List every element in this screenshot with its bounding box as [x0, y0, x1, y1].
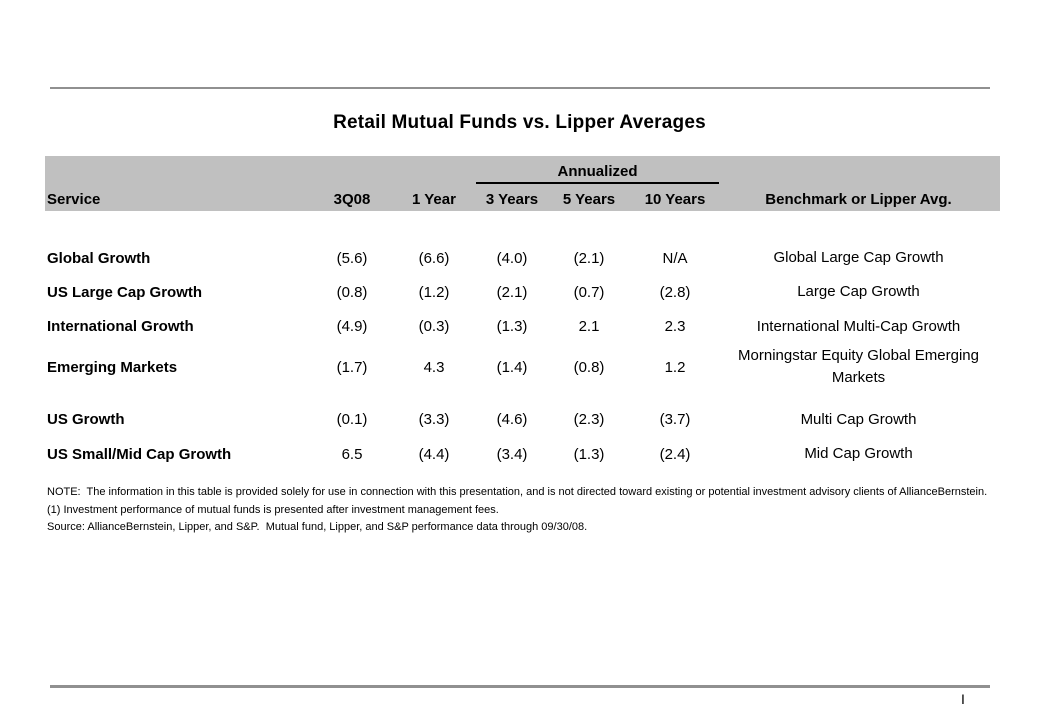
- value-5-years: (0.8): [573, 358, 605, 376]
- service-label: US Large Cap Growth: [47, 283, 203, 301]
- footnote-source: Source: AllianceBernstein, Lipper, and S…: [47, 521, 588, 533]
- table-row-us-growth: US Growth (0.1) (3.3) (4.6) (2.3) (3.7) …: [45, 402, 1000, 437]
- service-label: US Growth: [47, 411, 125, 428]
- value-5-years: (2.1): [573, 249, 605, 267]
- page-title: Retail Mutual Funds vs. Lipper Averages: [333, 112, 706, 133]
- value-5-years: (1.3): [573, 445, 605, 463]
- table-row-emerging-markets: Emerging Markets (1.7) 4.3 (1.4) (0.8) 1…: [45, 344, 1000, 390]
- col-header-3-years: 3 Years: [485, 191, 539, 208]
- top-divider-line: [50, 87, 990, 89]
- value-10-years: (2.4): [659, 445, 691, 463]
- benchmark-label: Large Cap Growth: [797, 283, 920, 300]
- value-3-years: (1.3): [496, 318, 528, 335]
- service-label: Global Growth: [47, 249, 151, 267]
- value-3-years: (1.4): [496, 358, 528, 376]
- benchmark-label: Morningstar Equity Global Emerging Marke…: [738, 347, 979, 386]
- value-10-years: N/A: [662, 249, 688, 267]
- page-number: I: [961, 691, 965, 707]
- table-row-global-growth: Global Growth (5.6) (6.6) (4.0) (2.1) N/…: [45, 241, 1000, 275]
- value-3-years: (4.6): [496, 411, 528, 428]
- col-header-1-year: 1 Year: [412, 191, 456, 208]
- footnote-disclaimer: NOTE: The information in this table is p…: [47, 486, 988, 498]
- value-1-year: (1.2): [418, 283, 450, 301]
- table-row-international-growth: International Growth (4.9) (0.3) (1.3) 2…: [45, 309, 1000, 344]
- value-3q08: (1.7): [336, 358, 368, 376]
- value-1-year: (6.6): [418, 249, 450, 267]
- table-row-us-small-mid-cap-growth: US Small/Mid Cap Growth 6.5 (4.4) (3.4) …: [45, 437, 1000, 471]
- benchmark-label: Global Large Cap Growth: [773, 249, 944, 266]
- table-header-band: Annualized Service 3Q08 1 Year 3 Years 5…: [45, 156, 1000, 211]
- value-1-year: (0.3): [418, 318, 450, 335]
- value-3q08: (5.6): [336, 249, 368, 267]
- value-10-years: 1.2: [664, 358, 686, 376]
- bottom-divider-line: [50, 685, 990, 688]
- value-3q08: 6.5: [341, 445, 363, 463]
- benchmark-label: International Multi-Cap Growth: [756, 317, 961, 335]
- value-3-years: (4.0): [496, 249, 528, 267]
- annualized-group-header: Annualized: [476, 163, 719, 184]
- col-header-5-years: 5 Years: [562, 191, 616, 208]
- value-10-years: (2.8): [659, 283, 691, 301]
- col-header-benchmark: Benchmark or Lipper Avg.: [765, 191, 952, 208]
- performance-table: Annualized Service 3Q08 1 Year 3 Years 5…: [45, 156, 1000, 471]
- value-5-years: (2.3): [573, 411, 605, 428]
- value-3q08: (0.8): [336, 283, 368, 301]
- value-1-year: (3.3): [418, 411, 450, 428]
- footnote-fees: (1) Investment performance of mutual fun…: [47, 503, 499, 516]
- value-3-years: (3.4): [496, 445, 528, 463]
- value-3q08: (0.1): [336, 411, 368, 428]
- service-label: International Growth: [47, 318, 194, 335]
- table-row-us-large-cap-growth: US Large Cap Growth (0.8) (1.2) (2.1) (0…: [45, 275, 1000, 309]
- value-10-years: (3.7): [659, 411, 691, 428]
- value-5-years: 2.1: [578, 318, 600, 335]
- benchmark-label: Multi Cap Growth: [800, 410, 917, 428]
- value-10-years: 2.3: [664, 318, 686, 335]
- col-header-3q08: 3Q08: [333, 191, 371, 208]
- value-1-year: (4.4): [418, 445, 450, 463]
- value-5-years: (0.7): [573, 283, 605, 301]
- col-header-10-years: 10 Years: [644, 191, 706, 208]
- service-label: US Small/Mid Cap Growth: [47, 445, 232, 463]
- value-3-years: (2.1): [496, 283, 528, 301]
- benchmark-label: Mid Cap Growth: [804, 445, 913, 462]
- footnotes: NOTE: The information in this table is p…: [47, 486, 1032, 539]
- column-header-row: Service 3Q08 1 Year 3 Years 5 Years 10 Y…: [45, 191, 1000, 208]
- value-3q08: (4.9): [336, 318, 368, 335]
- col-header-service: Service: [47, 191, 101, 208]
- service-label: Emerging Markets: [47, 358, 178, 376]
- value-1-year: 4.3: [423, 358, 445, 376]
